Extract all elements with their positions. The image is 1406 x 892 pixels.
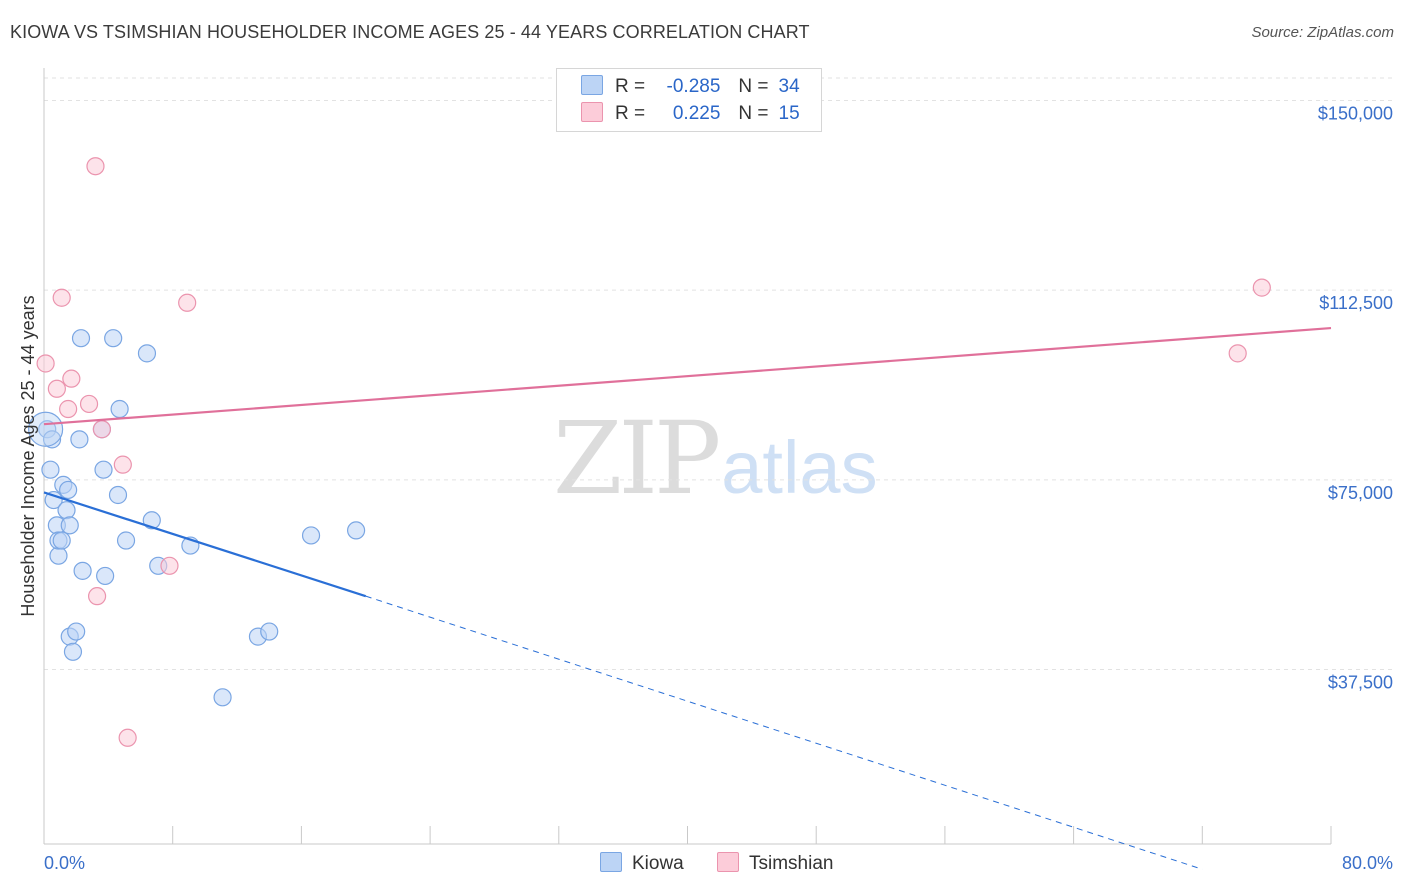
y-tick-label: $150,000 bbox=[1318, 103, 1393, 123]
legend-n-value-kiowa: 34 bbox=[778, 76, 800, 97]
point-tsimshian bbox=[79, 394, 99, 414]
series-legend-tsimshian[interactable]: Tsimshian bbox=[717, 852, 833, 875]
series-swatch-kiowa bbox=[600, 852, 622, 872]
point-kiowa bbox=[96, 566, 115, 586]
legend-row-kiowa: R = -0.285 N = 34 bbox=[581, 75, 800, 99]
point-kiowa bbox=[63, 642, 83, 661]
point-kiowa bbox=[142, 511, 161, 530]
chart-title: KIOWA VS TSIMSHIAN HOUSEHOLDER INCOME AG… bbox=[10, 22, 810, 42]
point-kiowa bbox=[137, 344, 157, 363]
point-kiowa bbox=[71, 329, 91, 348]
point-kiowa bbox=[42, 430, 62, 449]
point-tsimshian bbox=[59, 399, 78, 419]
y-tick-label: $112,500 bbox=[1319, 293, 1393, 313]
series-kiowa bbox=[38, 329, 366, 707]
trend-lines bbox=[43, 326, 1332, 870]
x-tick-label-max: 80.0% bbox=[1342, 853, 1393, 873]
legend-r-label: R = bbox=[615, 76, 646, 97]
series-label-kiowa: Kiowa bbox=[632, 853, 684, 874]
point-tsimshian bbox=[118, 728, 137, 747]
series-legend: Kiowa Tsimshian bbox=[0, 852, 1406, 876]
point-kiowa bbox=[213, 688, 232, 707]
point-kiowa-large bbox=[28, 411, 64, 447]
point-kiowa bbox=[73, 561, 92, 580]
point-kiowa bbox=[70, 430, 89, 449]
point-tsimshian bbox=[87, 587, 107, 606]
point-tsimshian bbox=[62, 369, 81, 388]
legend-r-value-kiowa: -0.285 bbox=[666, 76, 721, 97]
point-tsimshian bbox=[47, 379, 66, 398]
point-kiowa bbox=[260, 622, 279, 641]
legend-row-tsimshian: R = 0.225 N = 15 bbox=[581, 102, 800, 126]
point-kiowa bbox=[67, 622, 86, 641]
point-tsimshian bbox=[1228, 344, 1247, 363]
point-tsimshian bbox=[113, 455, 132, 474]
legend-r-label: R = bbox=[615, 103, 646, 124]
y-tick-label: $75,000 bbox=[1328, 483, 1393, 503]
point-tsimshian bbox=[92, 420, 112, 439]
point-kiowa bbox=[301, 526, 321, 545]
series-swatch-tsimshian bbox=[717, 852, 739, 872]
legend-swatch-tsimshian bbox=[581, 102, 603, 122]
legend-n-label: N = bbox=[738, 103, 769, 124]
point-tsimshian bbox=[160, 556, 179, 575]
series-label-tsimshian: Tsimshian bbox=[749, 853, 834, 874]
point-kiowa bbox=[49, 546, 68, 565]
point-kiowa bbox=[57, 501, 76, 520]
source-credit: Source: ZipAtlas.com bbox=[1251, 24, 1394, 41]
point-kiowa bbox=[110, 399, 129, 419]
series-legend-kiowa[interactable]: Kiowa bbox=[600, 852, 684, 875]
legend-swatch-kiowa bbox=[581, 75, 603, 95]
trend-kiowa bbox=[43, 491, 367, 598]
point-kiowa bbox=[60, 516, 79, 535]
point-kiowa bbox=[104, 329, 123, 348]
trend-tsimshian bbox=[43, 326, 1332, 426]
trend-extension-kiowa bbox=[365, 595, 1203, 870]
watermark: ZIPatlas bbox=[553, 400, 878, 517]
point-kiowa bbox=[52, 531, 71, 550]
watermark-zip: ZIP bbox=[553, 400, 721, 517]
x-tick-label-min: 0.0% bbox=[44, 853, 85, 873]
axes bbox=[43, 68, 1332, 845]
watermark-atlas: atlas bbox=[721, 426, 878, 509]
legend-n-value-tsimshian: 15 bbox=[778, 103, 800, 124]
point-kiowa bbox=[59, 480, 78, 500]
y-axis-title: Householder Income Ages 25 - 44 years bbox=[18, 295, 38, 616]
data-points bbox=[28, 157, 1271, 747]
series-tsimshian bbox=[36, 157, 1271, 747]
point-kiowa bbox=[116, 531, 136, 550]
point-kiowa bbox=[108, 485, 128, 505]
point-tsimshian bbox=[36, 354, 55, 373]
legend-r-value-tsimshian: 0.225 bbox=[672, 103, 721, 124]
point-tsimshian bbox=[178, 293, 197, 312]
correlation-legend: R = -0.285 N = 34 R = 0.225 N = 15 bbox=[556, 68, 822, 132]
point-tsimshian bbox=[52, 288, 71, 307]
point-kiowa bbox=[346, 521, 366, 540]
point-kiowa bbox=[94, 460, 113, 479]
point-tsimshian bbox=[86, 157, 105, 176]
point-kiowa bbox=[41, 460, 60, 479]
axis-labels: $37,500 $75,000 $112,500 $150,000 0.0% 80.0% H… bbox=[18, 103, 1393, 873]
point-tsimshian bbox=[1252, 278, 1271, 297]
y-tick-label: $37,500 bbox=[1328, 672, 1393, 692]
legend-n-label: N = bbox=[738, 76, 769, 97]
